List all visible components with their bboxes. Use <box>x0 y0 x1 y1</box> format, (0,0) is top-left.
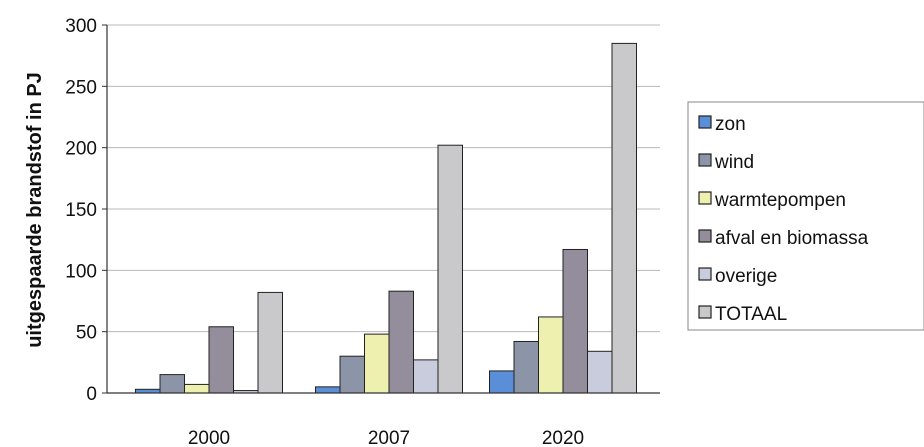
bar-zon-2020 <box>489 370 515 394</box>
bars <box>135 42 637 394</box>
y-axis-ticks: 0 50 100 150 200 250 300 <box>65 16 107 405</box>
x-tick-label: 2007 <box>368 428 410 447</box>
legend-label: wind <box>714 152 754 173</box>
bar-overige-2007 <box>413 359 439 394</box>
x-tick-label: 2020 <box>542 428 584 447</box>
bar-afval-en-biomassa-2020 <box>562 248 588 394</box>
legend-box <box>687 101 924 331</box>
x-axis-ticks: 2000 2007 2020 <box>188 428 584 447</box>
y-tick-label: 50 <box>76 323 97 344</box>
bar-totaal-2000 <box>257 291 283 394</box>
bar-overige-2020 <box>587 350 613 394</box>
bar-afval-en-biomassa-2000 <box>208 326 234 394</box>
legend-swatch <box>698 267 712 281</box>
legend-swatch <box>698 229 712 243</box>
legend-swatch <box>698 191 712 205</box>
bar-wind-2020 <box>513 340 539 394</box>
legend-swatch <box>698 153 712 167</box>
bar-wind-2000 <box>159 374 185 394</box>
bar-afval-en-biomassa-2007 <box>388 290 414 394</box>
legend-label: TOTAAL <box>715 304 787 325</box>
legend-label: overige <box>715 266 777 287</box>
y-tick-label: 300 <box>65 16 97 37</box>
bar-warmtepompen-2020 <box>538 316 564 394</box>
legend-label: warmtepompen <box>714 190 846 211</box>
bar-totaal-2020 <box>611 42 637 394</box>
y-tick-label: 100 <box>65 261 97 282</box>
y-tick-label: 0 <box>86 384 97 405</box>
legend: zon wind warmtepompen afval en biomassa over… <box>687 101 924 331</box>
bar-wind-2007 <box>339 355 365 394</box>
axes <box>106 25 660 394</box>
bar-warmtepompen-2007 <box>364 333 390 394</box>
bar-zon-2007 <box>315 386 341 394</box>
y-axis-label: uitgespaarde brandstof in PJ <box>24 72 46 348</box>
x-tick-label: 2000 <box>188 428 230 447</box>
y-tick-label: 250 <box>65 77 97 98</box>
y-tick-label: 150 <box>65 200 97 221</box>
legend-swatch <box>698 115 712 129</box>
y-tick-label: 200 <box>65 139 97 160</box>
bar-warmtepompen-2000 <box>184 383 210 394</box>
legend-swatch <box>698 305 712 319</box>
bar-totaal-2007 <box>437 144 463 394</box>
legend-label: afval en biomassa <box>715 228 869 249</box>
legend-label: zon <box>715 114 746 135</box>
